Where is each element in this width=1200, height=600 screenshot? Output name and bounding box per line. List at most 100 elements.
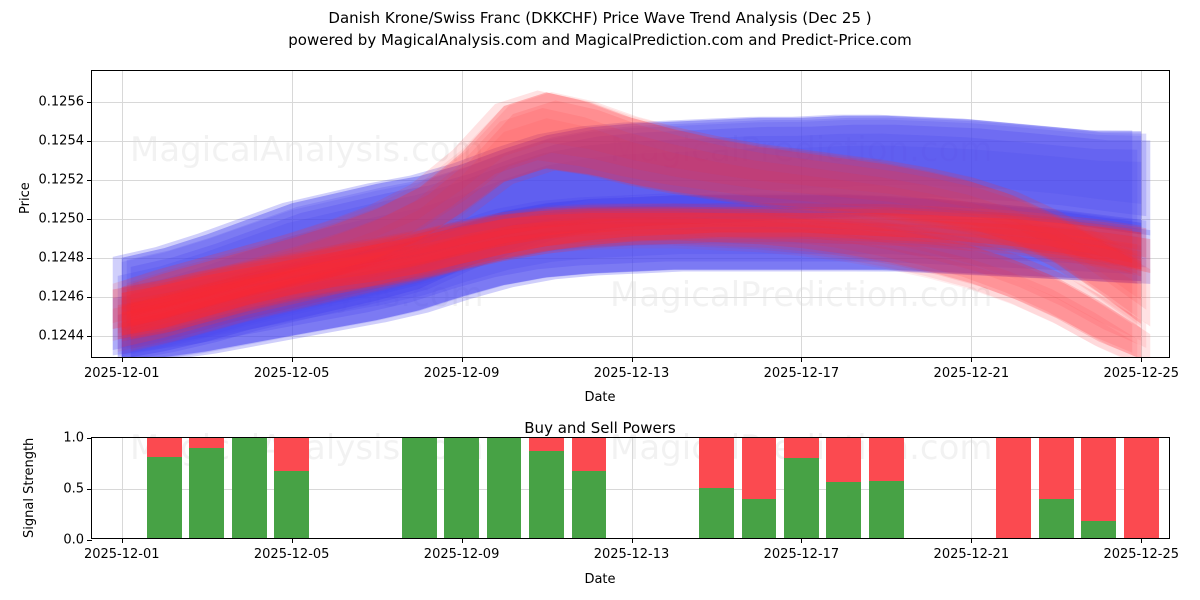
price-y-axis-label: Price xyxy=(18,182,33,214)
wave-band xyxy=(117,210,1138,357)
signal-bar[interactable] xyxy=(401,438,437,538)
buy-power-segment xyxy=(741,499,777,538)
gridline-vertical xyxy=(121,438,123,538)
sell-power-segment xyxy=(741,438,777,500)
signal-bar[interactable] xyxy=(274,438,310,538)
gridline-vertical xyxy=(461,71,463,357)
gridline-vertical xyxy=(631,438,633,538)
wave-band xyxy=(121,119,1142,329)
wave-band xyxy=(126,91,1147,318)
signal-bar[interactable] xyxy=(529,438,564,538)
signal-bar[interactable] xyxy=(741,438,777,538)
gridline-horizontal xyxy=(92,257,1169,259)
x-tick-label: 2025-12-05 xyxy=(253,547,330,562)
wave-band xyxy=(130,100,1151,334)
wave-band xyxy=(130,124,1151,357)
x-tick-label: 2025-12-17 xyxy=(763,547,840,562)
y-tick-label: 0.1254 xyxy=(38,133,85,149)
x-tick-label: 2025-12-25 xyxy=(1103,547,1180,562)
signal-y-axis-label: Signal Strength xyxy=(22,437,37,538)
y-tick-label: 0.1256 xyxy=(38,94,85,110)
x-tick-label: 2025-12-05 xyxy=(253,366,330,381)
wave-band xyxy=(121,211,1142,357)
signal-bar[interactable] xyxy=(1038,438,1074,538)
buy-power-segment xyxy=(826,481,862,538)
buy-power-segment xyxy=(571,470,607,538)
wave-band xyxy=(130,203,1151,357)
gridline-horizontal xyxy=(92,141,1169,143)
x-tick-mark xyxy=(801,357,803,362)
x-tick-mark xyxy=(461,357,463,362)
wave-band xyxy=(126,207,1147,324)
signal-bar[interactable] xyxy=(826,438,862,538)
wave-band xyxy=(126,194,1147,349)
x-tick-mark xyxy=(121,538,123,543)
gridline-vertical xyxy=(801,71,803,357)
wave-band xyxy=(117,107,1138,334)
signal-bar[interactable] xyxy=(231,438,267,538)
price-wave-bands xyxy=(112,90,1151,357)
signal-chart-title: Buy and Sell Powers xyxy=(524,419,676,437)
sell-power-segment xyxy=(1123,438,1159,538)
sell-power-segment xyxy=(868,438,904,481)
y-tick-mark xyxy=(87,438,92,439)
signal-bar[interactable] xyxy=(444,438,479,538)
x-tick-mark xyxy=(971,357,973,362)
wave-band xyxy=(121,195,1142,357)
wave-band xyxy=(121,118,1142,336)
wave-band xyxy=(121,203,1142,341)
signal-bar[interactable] xyxy=(486,438,522,538)
gridline-horizontal xyxy=(92,335,1169,337)
wave-band xyxy=(112,208,1133,329)
gridline-horizontal xyxy=(92,296,1169,298)
y-tick-mark xyxy=(87,141,92,143)
sell-power-segment xyxy=(1081,438,1117,521)
signal-bar[interactable] xyxy=(868,438,904,538)
y-tick-mark xyxy=(87,218,92,220)
sell-power-segment xyxy=(996,438,1032,538)
signal-bar[interactable] xyxy=(996,438,1032,538)
wave-band xyxy=(130,217,1151,357)
x-tick-mark xyxy=(971,538,973,543)
signal-bar[interactable] xyxy=(571,438,607,538)
buy-power-segment xyxy=(1038,499,1074,538)
buy-power-segment xyxy=(146,457,182,538)
wave-band xyxy=(117,222,1138,357)
signal-x-axis-label: Date xyxy=(584,572,616,587)
sell-power-segment xyxy=(571,438,607,471)
wave-band xyxy=(121,221,1142,357)
y-tick-label: 0.1246 xyxy=(38,289,85,305)
wave-band xyxy=(121,203,1142,316)
y-tick-label: 0.1252 xyxy=(38,172,85,188)
wave-band xyxy=(126,206,1147,348)
x-tick-label: 2025-12-01 xyxy=(83,366,160,381)
x-tick-mark xyxy=(801,538,803,543)
x-tick-mark xyxy=(631,538,633,543)
signal-bar[interactable] xyxy=(1081,438,1117,538)
sell-power-segment xyxy=(189,438,225,449)
gridline-vertical xyxy=(1141,71,1143,357)
x-tick-mark xyxy=(1141,357,1143,362)
sell-power-segment xyxy=(699,438,734,489)
x-tick-mark xyxy=(291,357,293,362)
wave-band xyxy=(126,117,1147,341)
wave-band xyxy=(112,114,1133,350)
signal-bar[interactable] xyxy=(699,438,734,538)
wave-band xyxy=(121,115,1142,357)
signal-bar[interactable] xyxy=(189,438,225,538)
buy-power-segment xyxy=(486,438,522,538)
x-tick-label: 2025-12-17 xyxy=(763,366,840,381)
x-tick-label: 2025-12-01 xyxy=(83,547,160,562)
gridline-vertical xyxy=(971,438,973,538)
x-tick-mark xyxy=(1141,538,1143,543)
signal-chart-plot-area: 0.0 0.5 1.0 2025-12-01 2025-12-05 2025-12-09 2… xyxy=(63,431,1179,563)
signal-bar[interactable] xyxy=(784,438,819,538)
sell-power-segment xyxy=(274,438,310,471)
y-tick-mark xyxy=(87,335,92,337)
wave-band xyxy=(121,213,1142,336)
page-title: Danish Krone/Swiss Franc (DKKCHF) Price … xyxy=(0,8,1200,52)
signal-bar[interactable] xyxy=(1123,438,1159,538)
signal-bar[interactable] xyxy=(146,438,182,538)
wave-band xyxy=(121,229,1142,342)
y-tick-mark xyxy=(87,296,92,298)
